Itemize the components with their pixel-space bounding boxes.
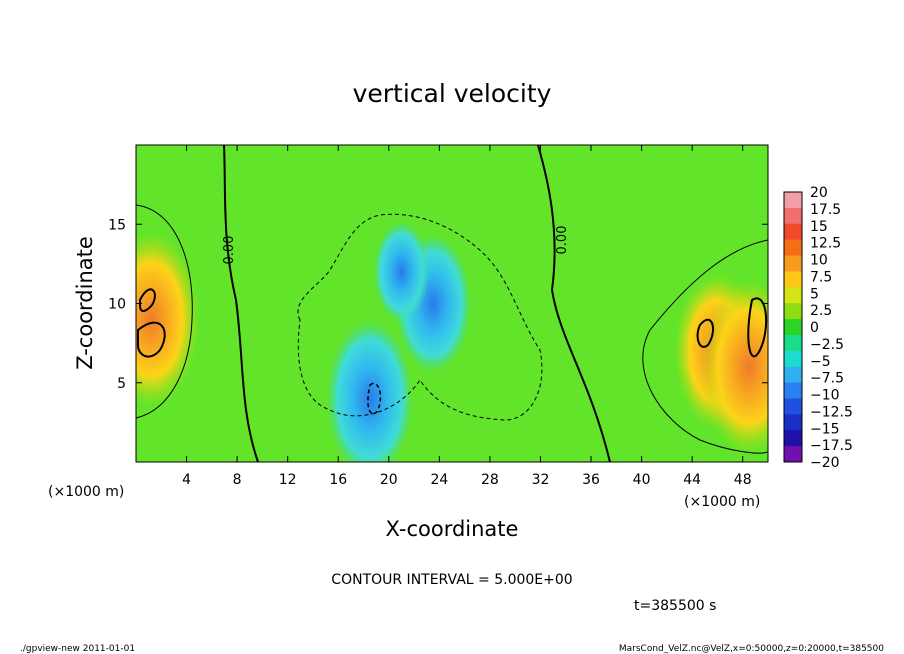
colorbar-swatch [784,303,802,320]
colorbar-label: 17.5 [810,202,841,218]
colorbar-label: −12.5 [810,404,853,420]
zero-contour-line [537,145,611,462]
x-tick-label: 24 [430,472,448,488]
updraft-region-0 [136,231,200,407]
colorbar-swatch [784,255,802,272]
x-axis: 4 8 12 16 20 24 28 32 36 40 44 48 [182,145,752,488]
colorbar-label: 15 [810,219,828,235]
footer-right: MarsCond_VelZ.nc@VelZ,x=0:50000,z=0:2000… [619,644,884,654]
colorbar-swatch [784,319,802,336]
x-tick-label: 4 [182,472,191,488]
x-tick-label: 20 [380,472,398,488]
x-tick-label: 32 [532,472,550,488]
colorbar-label: −7.5 [810,371,844,387]
colorbar-swatch [784,382,802,399]
colorbar-swatch [784,223,802,241]
colorbar: 2017.51512.5107.552.50−2.5−5−7.5−10−12.5… [783,185,853,471]
colorbar-swatch [784,207,802,225]
colorbar-swatch [784,350,802,368]
positive-contour-line [137,288,166,358]
colorbar-swatch [784,271,802,288]
colorbar-label: 10 [810,253,828,269]
x-tick-label: 40 [633,472,651,488]
colorbar-swatch [784,287,802,304]
y-axis: 5 10 15 [108,217,768,392]
colorbar-swatch [784,398,802,415]
chart-title: vertical velocity [353,79,552,108]
downdraft-region-5 [373,221,430,323]
colorbar-label: 12.5 [810,236,841,252]
y-tick-label: 5 [117,376,126,392]
plot-area: 0.00 0.00 [136,145,768,462]
x-tick-label: 48 [734,472,752,488]
colorbar-swatch [784,414,802,431]
colorbar-swatch [784,430,802,447]
x-unit-label-left: (×1000 m) [48,484,124,500]
contour-interval-text: CONTOUR INTERVAL = 5.000E+00 [331,572,572,588]
colorbar-label: 5 [810,286,819,302]
y-axis-label: Z-coordinate [73,236,97,370]
velocity-features [136,221,768,462]
x-axis-label: X-coordinate [386,517,519,541]
colorbar-label: −5 [810,354,831,370]
time-label: t=385500 s [634,598,716,614]
colorbar-label: 0 [810,320,819,336]
colorbar-frame [783,191,803,463]
x-unit-label-right: (×1000 m) [684,494,760,510]
y-tick-label: 15 [108,217,126,233]
x-tick-label: 36 [582,472,600,488]
x-tick-label: 8 [233,472,242,488]
positive-contour-line [136,204,193,419]
colorbar-label: −2.5 [810,337,844,353]
x-tick-label: 12 [279,472,297,488]
positive-contour-line [696,297,768,358]
colorbar-swatch [784,446,802,463]
x-tick-label: 16 [329,472,347,488]
negative-contour-line [297,213,543,421]
contour-label: 0.00 [222,236,237,265]
colorbar-label: 20 [810,185,828,201]
y-tick-label: 10 [108,297,126,313]
updraft-region-2 [700,279,768,455]
x-tick-label: 28 [481,472,499,488]
downdraft-region-3 [326,320,414,462]
colorbar-label: 2.5 [810,303,832,319]
colorbar-label: −15 [810,421,840,437]
zero-contour-line [223,145,259,462]
colorbar-swatch [784,334,802,352]
footer-left: ./gpview-new 2011-01-01 [20,644,135,654]
colorbar-swatch [784,192,802,209]
colorbar-label: 7.5 [810,269,832,285]
colorbar-label: −10 [810,388,840,404]
positive-contour-line [642,239,768,454]
colorbar-swatch [784,239,802,257]
colorbar-label: −20 [810,455,840,471]
contour-label: 0.00 [555,226,570,255]
x-tick-label: 44 [683,472,701,488]
colorbar-swatch [784,366,802,384]
colorbar-label: −17.5 [810,438,853,454]
